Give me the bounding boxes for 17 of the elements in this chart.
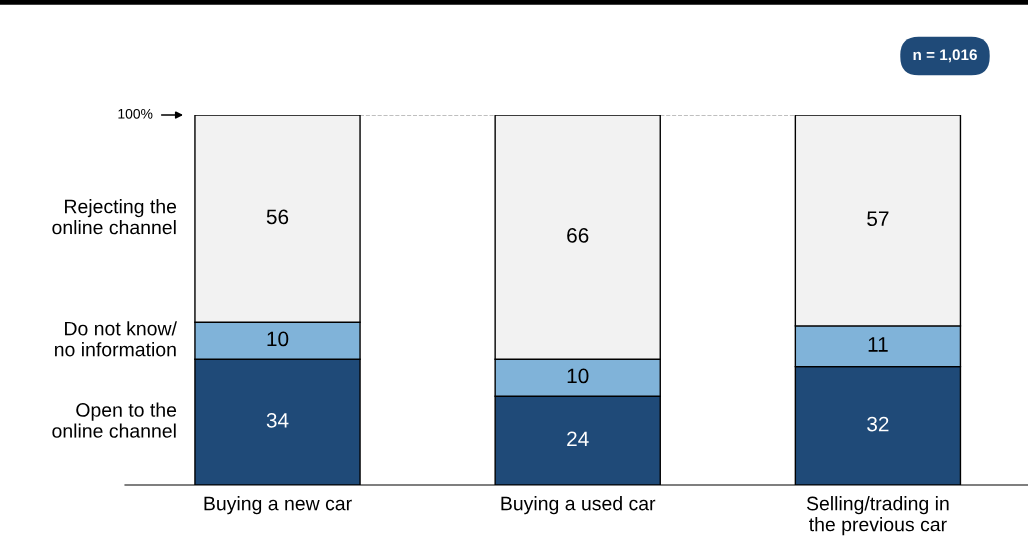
data-label: 11 bbox=[868, 337, 888, 352]
x-tick-label: Buying a used car bbox=[501, 496, 656, 515]
x-tick-label: Selling/trading in the previous car bbox=[806, 496, 949, 536]
data-label: 32 bbox=[867, 416, 889, 432]
data-label: 24 bbox=[567, 431, 589, 446]
series-label: Rejecting the online channel bbox=[52, 199, 177, 235]
data-label: 66 bbox=[567, 227, 589, 243]
data-label: 56 bbox=[266, 209, 289, 225]
series-label: Do not know/ no information bbox=[55, 321, 177, 357]
data-label: 10 bbox=[567, 368, 589, 384]
data-label: 57 bbox=[867, 211, 889, 227]
data-label: 10 bbox=[267, 331, 289, 347]
data-label: 34 bbox=[266, 412, 289, 428]
y-tick-label: 100% bbox=[118, 108, 153, 119]
series-label: Open to the online channel bbox=[52, 402, 177, 438]
text: n = 1,016 bbox=[913, 49, 977, 63]
x-tick-label: Buying a new car bbox=[204, 496, 352, 515]
